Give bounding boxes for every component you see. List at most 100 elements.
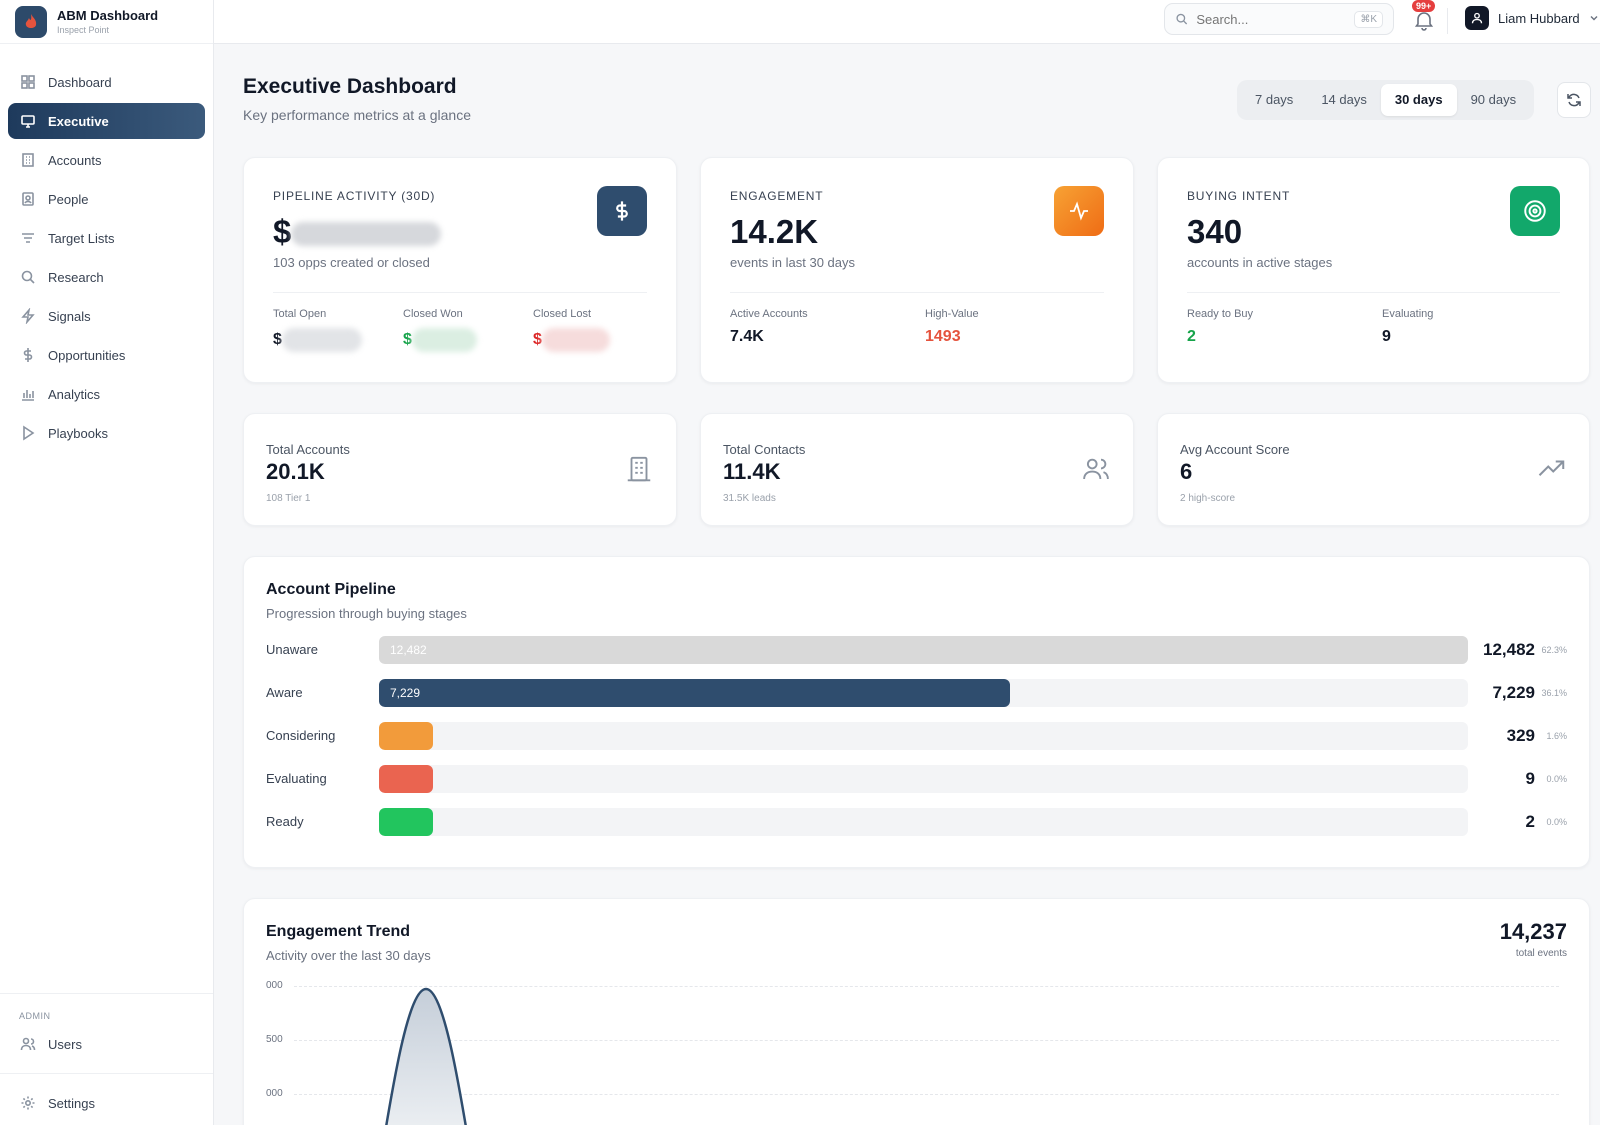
pipeline-row-unaware[interactable]: Unaware 12,482 12,482 62.3% — [266, 636, 1567, 664]
card-value: 11.4K — [723, 459, 781, 484]
account-pipeline-card: Account Pipeline Progression through buy… — [243, 556, 1590, 868]
total-contacts-card[interactable]: Total Contacts 11.4K 31.5K leads — [700, 413, 1134, 526]
sidebar-item-executive[interactable]: Executive — [8, 103, 205, 139]
gridline — [294, 986, 1559, 987]
stat-value-high-value: 1493 — [925, 328, 961, 345]
admin-section-label: ADMIN — [19, 1011, 51, 1021]
section-subtitle: Activity over the last 30 days — [266, 948, 431, 963]
pipeline-row-aware[interactable]: Aware 7,229 7,229 36.1% — [266, 679, 1567, 707]
pipeline-activity-card: PIPELINE ACTIVITY (30D) $ 103 opps creat… — [243, 157, 677, 383]
stat-label-closed-won: Closed Won — [403, 308, 463, 320]
sidebar-item-label: Settings — [48, 1095, 95, 1111]
refresh-button[interactable] — [1557, 82, 1591, 118]
sidebar-item-label: Dashboard — [48, 74, 112, 90]
sidebar-item-label: Accounts — [48, 152, 102, 168]
pipeline-row-considering[interactable]: Considering 329 1.6% — [266, 722, 1567, 750]
pipeline-row-ready[interactable]: Ready 2 0.0% — [266, 808, 1567, 836]
sidebar-item-opportunities[interactable]: Opportunities — [8, 337, 205, 373]
bell-icon[interactable] — [1412, 8, 1436, 32]
engagement-trend-chart — [385, 987, 467, 1125]
section-subtitle: Progression through buying stages — [266, 606, 467, 621]
sidebar-item-signals[interactable]: Signals — [8, 298, 205, 334]
card-subtext: 2 high-score — [1180, 493, 1236, 504]
search-box[interactable]: ⌘K — [1164, 3, 1394, 35]
sidebar-item-people[interactable]: People — [8, 181, 205, 217]
notification-badge: 99+ — [1412, 0, 1436, 12]
sidebar-item-label: Analytics — [48, 386, 101, 402]
divider — [730, 292, 1104, 293]
stat-label-ready-to-buy: Ready to Buy — [1187, 308, 1254, 320]
sidebar-item-target-lists[interactable]: Target Lists — [8, 220, 205, 256]
stage-count: 2 — [1525, 812, 1535, 831]
total-accounts-card[interactable]: Total Accounts 20.1K 108 Tier 1 — [243, 413, 677, 526]
y-tick-label: 000 — [266, 980, 283, 991]
avg-account-score-card[interactable]: Avg Account Score 6 2 high-score — [1157, 413, 1590, 526]
stage-bar — [379, 808, 433, 836]
divider — [1447, 8, 1448, 34]
range-30-days[interactable]: 30 days — [1380, 84, 1457, 116]
user-name: Liam Hubbard — [1498, 10, 1580, 26]
sidebar-item-accounts[interactable]: Accounts — [8, 142, 205, 178]
sidebar: ABM Dashboard Inspect Point Dashboard Ex… — [0, 0, 214, 1125]
sidebar-item-label: Users — [48, 1036, 82, 1052]
redacted-value — [291, 222, 442, 247]
stage-label: Considering — [266, 728, 336, 743]
stage-track — [379, 808, 1468, 836]
gridline — [294, 1040, 1559, 1041]
pipeline-row-evaluating[interactable]: Evaluating 9 0.0% — [266, 765, 1567, 793]
range-7-days[interactable]: 7 days — [1255, 92, 1294, 107]
stage-count: 12,482 — [1483, 640, 1535, 659]
avatar — [1465, 6, 1489, 30]
stage-bar — [379, 722, 433, 750]
trending-up-icon — [1538, 460, 1565, 476]
play-icon — [23, 425, 35, 441]
search-shortcut-hint: ⌘K — [1354, 10, 1383, 28]
search-input[interactable] — [1196, 11, 1347, 27]
pipeline-value: $ — [273, 213, 442, 251]
sidebar-item-playbooks[interactable]: Playbooks — [8, 415, 205, 451]
activity-icon — [1054, 186, 1104, 236]
target-icon — [1510, 186, 1560, 236]
stage-percent: 0.0% — [1546, 817, 1567, 827]
card-value: 6 — [1180, 459, 1193, 484]
range-90-days[interactable]: 90 days — [1470, 92, 1517, 107]
card-subtext: accounts in active stages — [1187, 255, 1333, 270]
page-subtitle: Key performance metrics at a glance — [243, 107, 471, 123]
stage-percent: 36.1% — [1541, 688, 1567, 698]
stat-value-ready-to-buy: 2 — [1187, 328, 1196, 345]
user-menu[interactable]: Liam Hubbard — [1465, 6, 1599, 30]
trend-total-label: total events — [1515, 948, 1567, 959]
redacted-value — [281, 328, 362, 352]
y-tick-label: 500 — [266, 1034, 283, 1045]
sidebar-item-analytics[interactable]: Analytics — [8, 376, 205, 412]
stat-label-high-value: High-Value — [925, 308, 979, 320]
flame-logo-icon — [15, 5, 47, 38]
divider — [0, 1073, 213, 1074]
sidebar-item-label: Research — [48, 269, 104, 285]
brand[interactable]: ABM Dashboard Inspect Point — [0, 0, 213, 44]
stage-count: 7,229 — [1492, 683, 1535, 702]
dollar-icon — [597, 186, 647, 236]
sidebar-item-settings[interactable]: Settings — [8, 1085, 205, 1121]
brand-subtitle: Inspect Point — [57, 25, 110, 35]
sidebar-item-research[interactable]: Research — [8, 259, 205, 295]
stage-track — [379, 765, 1468, 793]
stat-value-active-accounts: 7.4K — [730, 328, 764, 345]
range-14-days[interactable]: 14 days — [1321, 92, 1367, 107]
main-nav: Dashboard Executive Accounts People Targ… — [0, 44, 213, 451]
stat-value-total-open: $ — [273, 328, 362, 352]
chevron-down-icon — [1590, 16, 1598, 21]
card-label: ENGAGEMENT — [730, 189, 824, 203]
sidebar-item-label: Executive — [48, 113, 109, 129]
users-icon — [20, 1037, 36, 1051]
stage-count: 9 — [1525, 769, 1535, 788]
stage-track: 7,229 — [379, 679, 1468, 707]
y-tick-label: 000 — [266, 1088, 283, 1099]
filter-lines-icon — [22, 233, 34, 243]
sidebar-item-label: Signals — [48, 308, 91, 324]
sidebar-item-users[interactable]: Users — [8, 1026, 205, 1062]
stage-count: 329 — [1506, 726, 1535, 745]
section-title: Account Pipeline — [266, 581, 396, 598]
sidebar-item-dashboard[interactable]: Dashboard — [8, 64, 205, 100]
stat-label-closed-lost: Closed Lost — [533, 308, 592, 320]
